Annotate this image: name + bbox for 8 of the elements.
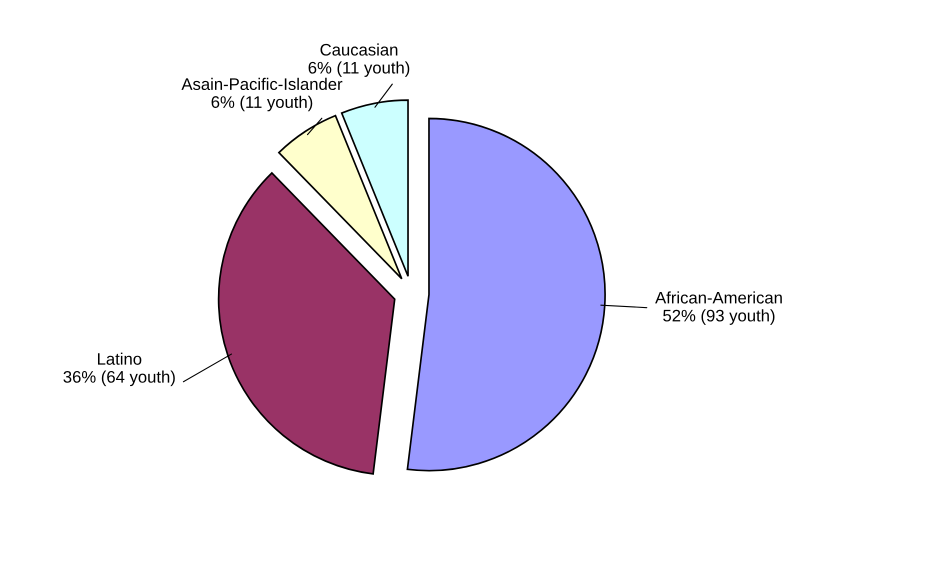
- legend-label: African-American: [655, 291, 782, 304]
- slice-label: Caucasian: [320, 43, 398, 56]
- data-label: 52% (93 youth): [663, 309, 774, 325]
- data-label: 6% (11 youth): [308, 61, 410, 77]
- data-label: 36% (64 youth): [63, 370, 175, 386]
- data-label: 6% (11 youth): [212, 96, 312, 112]
- slice-label: Asain-Pacific-Islander: [181, 78, 342, 90]
- slice-label: Latino: [98, 352, 142, 365]
